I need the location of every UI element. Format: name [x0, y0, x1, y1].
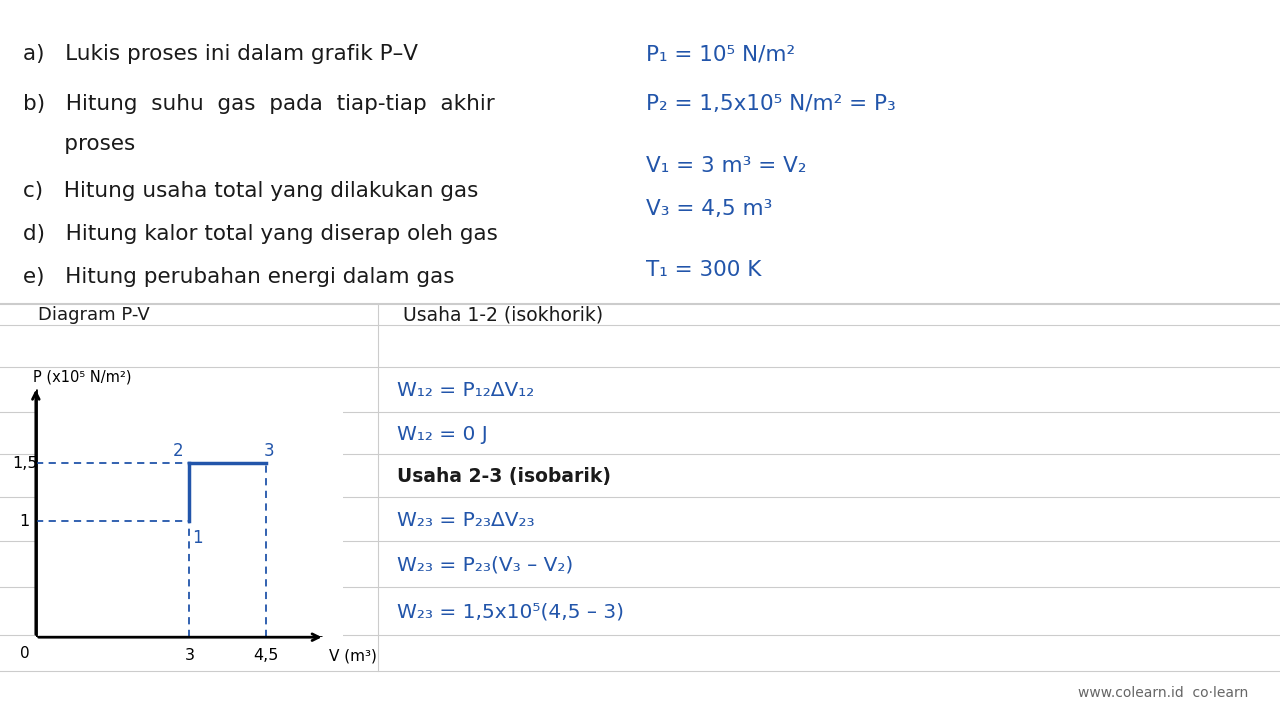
Text: e)   Hitung perubahan energi dalam gas: e) Hitung perubahan energi dalam gas — [23, 267, 454, 287]
Text: d)   Hitung kalor total yang diserap oleh gas: d) Hitung kalor total yang diserap oleh … — [23, 224, 498, 244]
Text: W₂₃ = P₂₃(V₃ – V₂): W₂₃ = P₂₃(V₃ – V₂) — [397, 556, 573, 575]
Text: www.colearn.id  co·learn: www.colearn.id co·learn — [1078, 685, 1248, 700]
Text: 1,5: 1,5 — [12, 456, 37, 471]
Text: a)   Lukis proses ini dalam grafik P–V: a) Lukis proses ini dalam grafik P–V — [23, 44, 419, 64]
Text: Usaha 2-3 (isobarik): Usaha 2-3 (isobarik) — [397, 467, 611, 486]
Text: 1: 1 — [192, 528, 202, 546]
Text: 3: 3 — [184, 648, 195, 663]
Text: proses: proses — [23, 134, 136, 154]
Text: 3: 3 — [264, 441, 274, 459]
Text: 1: 1 — [19, 514, 29, 529]
Text: T₁ = 300 K: T₁ = 300 K — [646, 260, 762, 280]
Text: 4,5: 4,5 — [253, 648, 279, 663]
Text: W₁₂ = 0 J: W₁₂ = 0 J — [397, 425, 488, 444]
Text: Diagram P-V: Diagram P-V — [38, 306, 150, 324]
Text: P₂ = 1,5x10⁵ N/m² = P₃: P₂ = 1,5x10⁵ N/m² = P₃ — [646, 94, 896, 114]
Text: W₂₃ = 1,5x10⁵(4,5 – 3): W₂₃ = 1,5x10⁵(4,5 – 3) — [397, 603, 623, 621]
Text: W₁₂ = P₁₂ΔV₁₂: W₁₂ = P₁₂ΔV₁₂ — [397, 382, 534, 400]
Text: b)   Hitung  suhu  gas  pada  tiap-tiap  akhir: b) Hitung suhu gas pada tiap-tiap akhir — [23, 94, 495, 114]
Text: 2: 2 — [173, 441, 183, 459]
Text: c)   Hitung usaha total yang dilakukan gas: c) Hitung usaha total yang dilakukan gas — [23, 181, 479, 201]
Text: V₃ = 4,5 m³: V₃ = 4,5 m³ — [646, 199, 773, 219]
Text: P (x10⁵ N/m²): P (x10⁵ N/m²) — [33, 369, 132, 384]
Text: Usaha 1-2 (isokhorik): Usaha 1-2 (isokhorik) — [403, 306, 603, 325]
Text: V₁ = 3 m³ = V₂: V₁ = 3 m³ = V₂ — [646, 156, 806, 176]
Text: W₂₃ = P₂₃ΔV₂₃: W₂₃ = P₂₃ΔV₂₃ — [397, 511, 535, 530]
Text: 0: 0 — [19, 646, 29, 661]
Text: V (m³): V (m³) — [329, 648, 378, 663]
Text: P₁ = 10⁵ N/m²: P₁ = 10⁵ N/m² — [646, 44, 796, 64]
